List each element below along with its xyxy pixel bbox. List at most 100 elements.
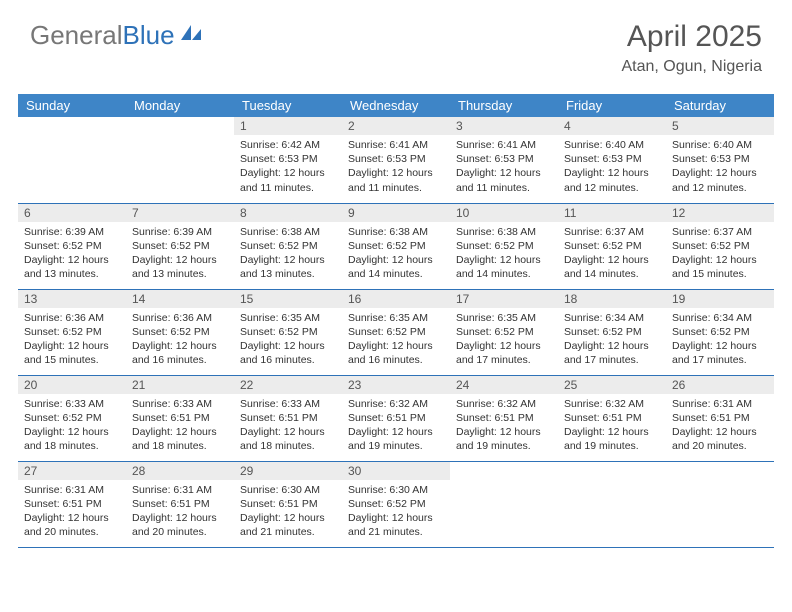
daylight-text: Daylight: 12 hours and 12 minutes. [672, 166, 768, 194]
cell-body: Sunrise: 6:31 AMSunset: 6:51 PMDaylight:… [126, 480, 234, 543]
sunrise-text: Sunrise: 6:41 AM [348, 138, 444, 152]
calendar-week-row: 27Sunrise: 6:31 AMSunset: 6:51 PMDayligh… [18, 461, 774, 547]
sunrise-text: Sunrise: 6:41 AM [456, 138, 552, 152]
calendar-cell: 3Sunrise: 6:41 AMSunset: 6:53 PMDaylight… [450, 117, 558, 203]
day-number: 18 [558, 290, 666, 308]
calendar-cell: 15Sunrise: 6:35 AMSunset: 6:52 PMDayligh… [234, 289, 342, 375]
cell-body: Sunrise: 6:41 AMSunset: 6:53 PMDaylight:… [342, 135, 450, 198]
sunrise-text: Sunrise: 6:30 AM [240, 483, 336, 497]
day-number: 17 [450, 290, 558, 308]
location-text: Atan, Ogun, Nigeria [621, 58, 762, 76]
calendar-cell: 13Sunrise: 6:36 AMSunset: 6:52 PMDayligh… [18, 289, 126, 375]
cell-body: Sunrise: 6:40 AMSunset: 6:53 PMDaylight:… [666, 135, 774, 198]
daylight-text: Daylight: 12 hours and 19 minutes. [456, 425, 552, 453]
sunrise-text: Sunrise: 6:36 AM [132, 311, 228, 325]
day-number: 28 [126, 462, 234, 480]
day-number: 29 [234, 462, 342, 480]
sunrise-text: Sunrise: 6:35 AM [240, 311, 336, 325]
calendar-cell: 21Sunrise: 6:33 AMSunset: 6:51 PMDayligh… [126, 375, 234, 461]
day-header: Saturday [666, 94, 774, 117]
sunset-text: Sunset: 6:53 PM [672, 152, 768, 166]
calendar-cell: 24Sunrise: 6:32 AMSunset: 6:51 PMDayligh… [450, 375, 558, 461]
day-header: Sunday [18, 94, 126, 117]
logo-text-blue: Blue [123, 20, 175, 51]
sunrise-text: Sunrise: 6:34 AM [564, 311, 660, 325]
sunset-text: Sunset: 6:52 PM [240, 325, 336, 339]
day-number: 26 [666, 376, 774, 394]
calendar-cell: 28Sunrise: 6:31 AMSunset: 6:51 PMDayligh… [126, 461, 234, 547]
sunset-text: Sunset: 6:53 PM [564, 152, 660, 166]
sunset-text: Sunset: 6:51 PM [564, 411, 660, 425]
day-number: 30 [342, 462, 450, 480]
calendar-cell [18, 117, 126, 203]
day-number: 5 [666, 117, 774, 135]
day-number: 21 [126, 376, 234, 394]
sunrise-text: Sunrise: 6:31 AM [132, 483, 228, 497]
sunset-text: Sunset: 6:52 PM [672, 325, 768, 339]
daylight-text: Daylight: 12 hours and 17 minutes. [564, 339, 660, 367]
daylight-text: Daylight: 12 hours and 16 minutes. [348, 339, 444, 367]
sunset-text: Sunset: 6:51 PM [24, 497, 120, 511]
cell-body: Sunrise: 6:38 AMSunset: 6:52 PMDaylight:… [342, 222, 450, 285]
cell-body: Sunrise: 6:41 AMSunset: 6:53 PMDaylight:… [450, 135, 558, 198]
day-header: Friday [558, 94, 666, 117]
cell-body: Sunrise: 6:37 AMSunset: 6:52 PMDaylight:… [666, 222, 774, 285]
sunrise-text: Sunrise: 6:37 AM [672, 225, 768, 239]
day-number: 10 [450, 204, 558, 222]
day-number: 15 [234, 290, 342, 308]
sunset-text: Sunset: 6:52 PM [564, 239, 660, 253]
calendar-cell: 11Sunrise: 6:37 AMSunset: 6:52 PMDayligh… [558, 203, 666, 289]
sunrise-text: Sunrise: 6:40 AM [672, 138, 768, 152]
cell-body: Sunrise: 6:35 AMSunset: 6:52 PMDaylight:… [234, 308, 342, 371]
sunrise-text: Sunrise: 6:32 AM [456, 397, 552, 411]
cell-body: Sunrise: 6:36 AMSunset: 6:52 PMDaylight:… [126, 308, 234, 371]
sunrise-text: Sunrise: 6:31 AM [672, 397, 768, 411]
daylight-text: Daylight: 12 hours and 17 minutes. [672, 339, 768, 367]
daylight-text: Daylight: 12 hours and 11 minutes. [240, 166, 336, 194]
day-number: 11 [558, 204, 666, 222]
calendar-cell: 12Sunrise: 6:37 AMSunset: 6:52 PMDayligh… [666, 203, 774, 289]
daylight-text: Daylight: 12 hours and 13 minutes. [24, 253, 120, 281]
cell-body: Sunrise: 6:31 AMSunset: 6:51 PMDaylight:… [18, 480, 126, 543]
calendar-cell: 1Sunrise: 6:42 AMSunset: 6:53 PMDaylight… [234, 117, 342, 203]
calendar-body: 1Sunrise: 6:42 AMSunset: 6:53 PMDaylight… [18, 117, 774, 547]
daylight-text: Daylight: 12 hours and 16 minutes. [132, 339, 228, 367]
cell-body: Sunrise: 6:30 AMSunset: 6:51 PMDaylight:… [234, 480, 342, 543]
sunset-text: Sunset: 6:52 PM [24, 239, 120, 253]
calendar-week-row: 13Sunrise: 6:36 AMSunset: 6:52 PMDayligh… [18, 289, 774, 375]
sunrise-text: Sunrise: 6:42 AM [240, 138, 336, 152]
cell-body: Sunrise: 6:34 AMSunset: 6:52 PMDaylight:… [666, 308, 774, 371]
sunrise-text: Sunrise: 6:32 AM [348, 397, 444, 411]
calendar-cell: 6 Sunrise: 6:39 AMSunset: 6:52 PMDaylight… [18, 203, 126, 289]
sunset-text: Sunset: 6:51 PM [240, 411, 336, 425]
sunrise-text: Sunrise: 6:36 AM [24, 311, 120, 325]
daylight-text: Daylight: 12 hours and 19 minutes. [348, 425, 444, 453]
calendar-cell: 22Sunrise: 6:33 AMSunset: 6:51 PMDayligh… [234, 375, 342, 461]
day-number: 6 [18, 204, 126, 222]
calendar-cell: 16Sunrise: 6:35 AMSunset: 6:52 PMDayligh… [342, 289, 450, 375]
sunset-text: Sunset: 6:51 PM [348, 411, 444, 425]
month-title: April 2025 [621, 20, 762, 54]
day-number: 2 [342, 117, 450, 135]
day-number: 8 [234, 204, 342, 222]
calendar-table: Sunday Monday Tuesday Wednesday Thursday… [18, 94, 774, 548]
day-header: Wednesday [342, 94, 450, 117]
daylight-text: Daylight: 12 hours and 14 minutes. [348, 253, 444, 281]
sunset-text: Sunset: 6:52 PM [672, 239, 768, 253]
cell-body: Sunrise: 6:33 AMSunset: 6:52 PMDaylight:… [18, 394, 126, 457]
cell-body: Sunrise: 6:40 AMSunset: 6:53 PMDaylight:… [558, 135, 666, 198]
day-number: 9 [342, 204, 450, 222]
sunset-text: Sunset: 6:52 PM [24, 325, 120, 339]
day-number [558, 462, 666, 466]
daylight-text: Daylight: 12 hours and 17 minutes. [456, 339, 552, 367]
sunset-text: Sunset: 6:52 PM [348, 497, 444, 511]
calendar-cell [558, 461, 666, 547]
sunrise-text: Sunrise: 6:39 AM [24, 225, 120, 239]
calendar-cell: 4Sunrise: 6:40 AMSunset: 6:53 PMDaylight… [558, 117, 666, 203]
sunset-text: Sunset: 6:51 PM [456, 411, 552, 425]
daylight-text: Daylight: 12 hours and 15 minutes. [24, 339, 120, 367]
sunrise-text: Sunrise: 6:40 AM [564, 138, 660, 152]
sunrise-text: Sunrise: 6:31 AM [24, 483, 120, 497]
calendar-cell: 25Sunrise: 6:32 AMSunset: 6:51 PMDayligh… [558, 375, 666, 461]
cell-body: Sunrise: 6:30 AMSunset: 6:52 PMDaylight:… [342, 480, 450, 543]
